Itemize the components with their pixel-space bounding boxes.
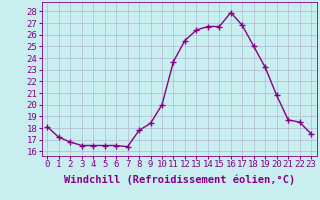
X-axis label: Windchill (Refroidissement éolien,°C): Windchill (Refroidissement éolien,°C) bbox=[64, 175, 295, 185]
